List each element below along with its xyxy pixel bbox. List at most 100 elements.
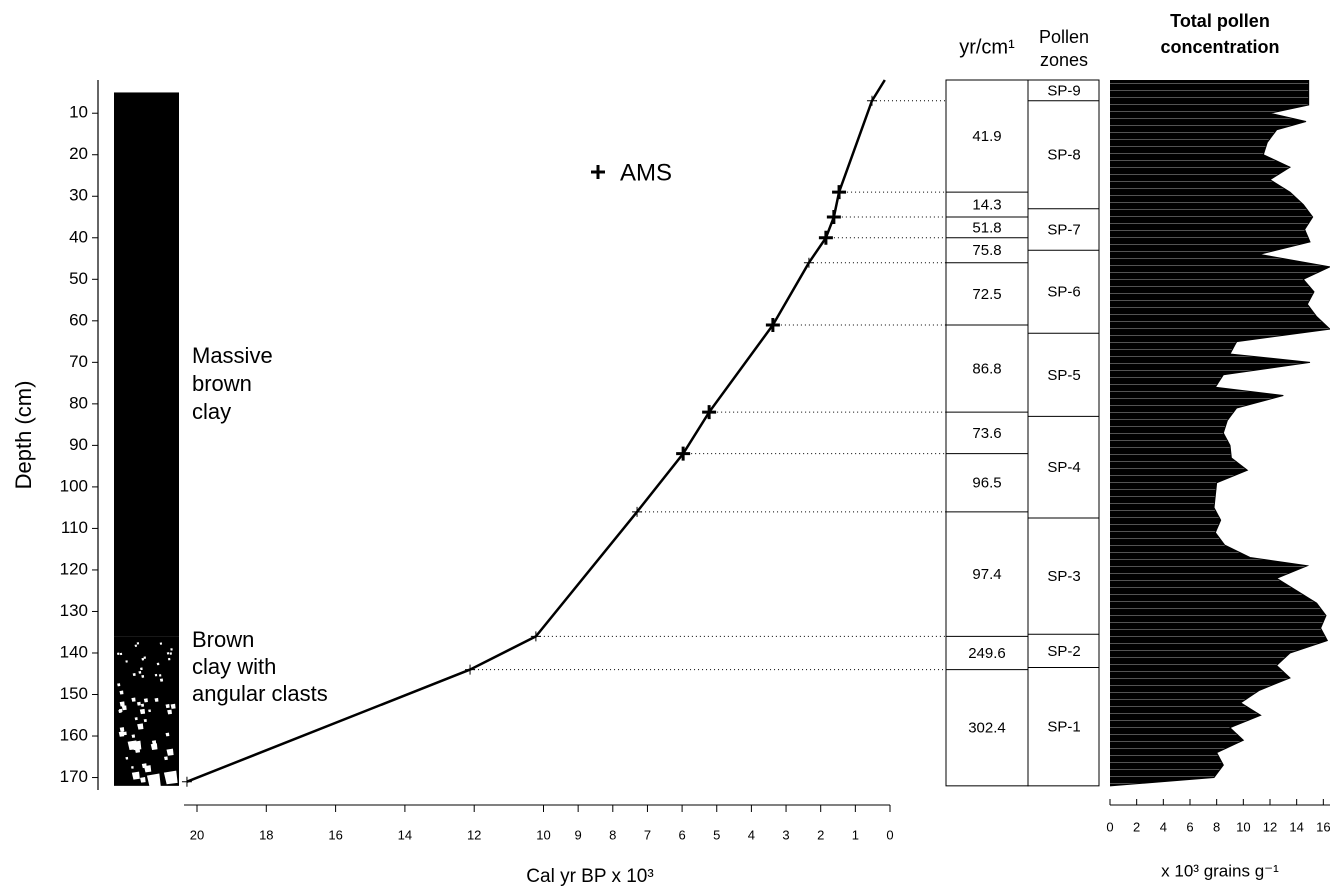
clast (141, 674, 145, 678)
sed-rate-value: 14.3 (972, 197, 1001, 214)
x-tick-label: 1 (852, 827, 859, 842)
zone-label: SP-5 (1047, 367, 1080, 384)
clast (143, 656, 146, 659)
y-tick-label: 60 (69, 310, 88, 329)
pollen-tick-label: 12 (1263, 819, 1277, 834)
age-depth-line (186, 79, 886, 783)
clast (136, 642, 140, 645)
y-tick-label: 70 (69, 352, 88, 371)
pollen-axis-title: x 10³ grains g⁻¹ (1161, 861, 1279, 880)
y-tick-label: 110 (61, 518, 88, 537)
clast (123, 731, 127, 736)
ams-point (818, 230, 833, 245)
clast (167, 657, 171, 661)
x-axis-title: Cal yr BP x 10³ (526, 866, 653, 887)
sed-rate-value: 72.5 (972, 286, 1001, 303)
clast (131, 740, 142, 751)
clast (140, 777, 146, 783)
zone-label: SP-7 (1047, 221, 1080, 238)
zone-label: SP-8 (1047, 147, 1080, 164)
zone-label: SP-3 (1047, 568, 1080, 585)
pollen-line (1109, 80, 1330, 787)
ams-point (676, 446, 691, 461)
clast (170, 648, 173, 651)
clast (121, 705, 127, 711)
pollen-tick-label: 4 (1160, 819, 1167, 834)
x-tick-label: 9 (575, 827, 582, 842)
clast (148, 709, 151, 713)
zone-label: SP-2 (1047, 643, 1080, 660)
lithology-label: Massive (192, 343, 273, 368)
tie-point (181, 776, 192, 787)
clast (131, 766, 134, 769)
tie-point (465, 664, 476, 675)
clast (158, 674, 162, 677)
clast (125, 660, 128, 663)
pollen-tick-label: 16 (1316, 819, 1330, 834)
tie-point (803, 257, 814, 268)
ams-point (826, 210, 841, 225)
y-tick-label: 160 (60, 726, 88, 745)
y-tick-label: 10 (69, 103, 88, 122)
y-tick-label: 170 (60, 767, 88, 786)
clast (151, 740, 157, 745)
x-tick-label: 2 (817, 827, 824, 842)
sed-rate-value: 51.8 (972, 219, 1001, 236)
x-tick-label: 6 (678, 827, 685, 842)
y-tick-label: 120 (60, 559, 88, 578)
ams-point (832, 185, 847, 200)
clast (144, 765, 152, 773)
y-tick-label: 80 (69, 393, 88, 412)
pollen-title: Total pollen (1170, 11, 1270, 31)
clast (119, 690, 124, 695)
pollen-area-fill (1110, 80, 1330, 786)
ams-point (702, 405, 717, 420)
x-tick-label: 10 (536, 827, 550, 842)
y-tick-label: 100 (60, 476, 88, 495)
clast (159, 678, 164, 682)
pollen-tick-label: 10 (1236, 819, 1250, 834)
zones-title: zones (1040, 50, 1088, 70)
x-tick-label: 12 (467, 827, 481, 842)
legend-marker (591, 165, 605, 179)
clast (156, 662, 160, 666)
sed-rate-value: 96.5 (972, 475, 1001, 492)
y-tick-label: 40 (69, 227, 88, 246)
y-tick-label: 30 (69, 186, 88, 205)
clast (118, 708, 123, 713)
clast (125, 756, 129, 760)
y-tick-label: 50 (69, 269, 88, 288)
clast (154, 673, 158, 677)
clast (119, 652, 123, 656)
tie-point (866, 95, 877, 106)
tie-point (632, 506, 643, 517)
sed-rate-value: 73.6 (972, 425, 1001, 442)
zones-title: Pollen (1039, 27, 1089, 47)
sed-rate-value: 75.8 (972, 242, 1001, 259)
zone-label: SP-6 (1047, 284, 1080, 301)
y-tick-label: 130 (60, 601, 88, 620)
pollen-tick-label: 2 (1133, 819, 1140, 834)
clast (138, 670, 142, 674)
clast (165, 732, 170, 737)
clast (131, 771, 140, 780)
pollen-title: concentration (1160, 37, 1279, 57)
clast (134, 717, 138, 721)
clast (139, 708, 146, 715)
zone-label: SP-1 (1047, 719, 1080, 736)
legend-label: AMS (620, 159, 672, 186)
sed-rate-value: 41.9 (972, 128, 1001, 145)
clast (131, 734, 136, 738)
clast (119, 727, 125, 732)
sed-rate-value: 86.8 (972, 361, 1001, 378)
clast (169, 652, 172, 655)
sed-rate-value: 97.4 (972, 566, 1001, 583)
x-tick-label: 20 (190, 827, 204, 842)
y-tick-label: 140 (60, 642, 88, 661)
clast (163, 770, 178, 785)
y-axis-title: Depth (cm) (11, 381, 36, 490)
clast (170, 703, 176, 709)
x-tick-label: 4 (748, 827, 755, 842)
pollen-tick-label: 14 (1289, 819, 1303, 834)
lithology-unit (114, 92, 179, 637)
